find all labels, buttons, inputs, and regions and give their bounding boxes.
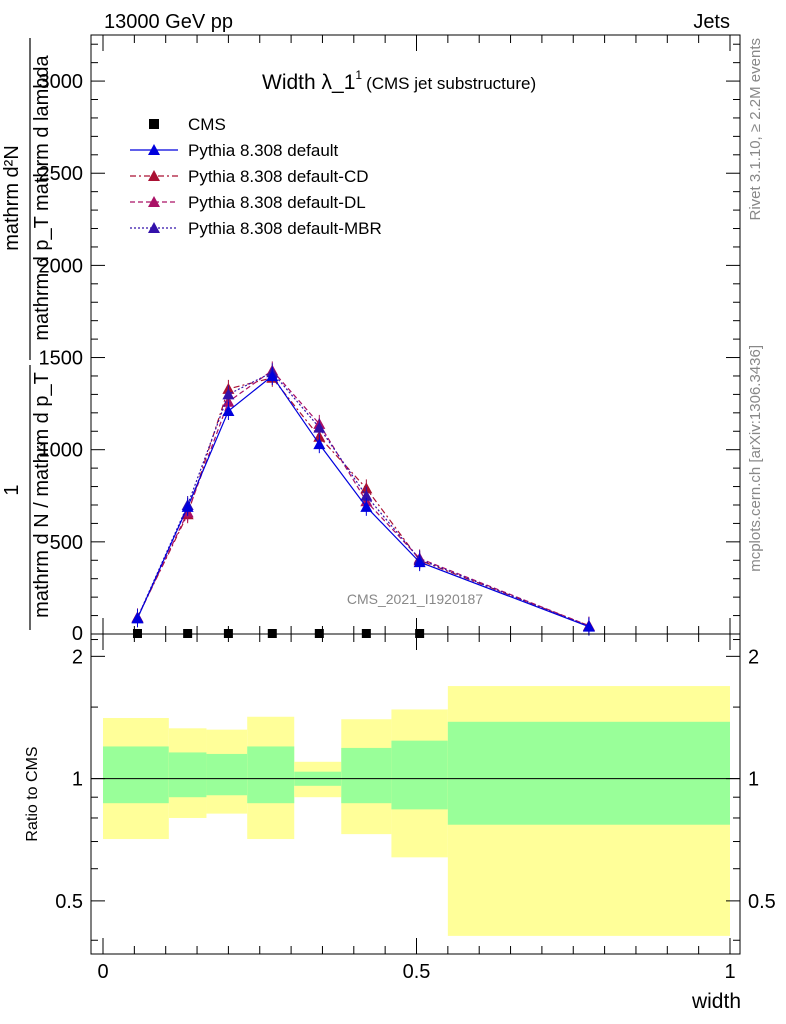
ratio-x-ticks: 0 0.5 1	[97, 634, 736, 983]
ratio-inner-band	[103, 746, 169, 804]
y-tick-label: 1000	[39, 440, 84, 462]
data-point	[222, 404, 235, 416]
main-y-axis-label: 1 mathrm d N / mathrm d p_T mathrm d²N m…	[1, 38, 53, 630]
x-tick-label: 1	[724, 961, 735, 983]
ratio-inner-band	[206, 753, 248, 796]
legend-marker	[148, 196, 160, 207]
legend-label: Pythia 8.308 default-DL	[188, 193, 366, 212]
legend: CMS Pythia 8.308 default Pythia 8.308 defa…	[130, 115, 382, 238]
ratio-y-tick-label: 0.5	[55, 891, 83, 913]
ratio-inner-band	[447, 721, 730, 825]
legend-label: CMS	[188, 115, 226, 134]
series-line	[136, 375, 590, 628]
ratio-inner-band	[168, 752, 207, 798]
data-point	[131, 612, 144, 624]
data-point	[313, 421, 326, 433]
ratio-inner-band	[391, 740, 448, 810]
ratio-y-tick-label-right: 2	[748, 646, 759, 668]
y-tick-label: 2500	[39, 163, 84, 185]
x-tick-label: 0	[97, 961, 108, 983]
header-right-text: Jets	[693, 11, 730, 33]
y-tick-label-zero: 0	[72, 623, 83, 645]
ratio-bands	[103, 686, 730, 936]
main-plot-panel: 500 1000 1500 2000 2500 3000 0 CMS_2021_I19201…	[39, 34, 741, 645]
legend-entry-2: Pythia 8.308 default-CD	[130, 167, 369, 186]
analysis-watermark: CMS_2021_I1920187	[347, 591, 483, 607]
legend-entry-1: Pythia 8.308 default	[130, 141, 339, 160]
x-axis-label: width	[691, 990, 741, 1013]
ratio-inner-band	[247, 746, 295, 804]
legend-entry-4: Pythia 8.308 default-MBR	[130, 219, 382, 238]
y-tick-label: 2000	[39, 255, 84, 277]
y-tick-label: 1500	[39, 348, 84, 370]
data-point	[181, 500, 194, 512]
ratio-y-tick-label: 2	[72, 646, 83, 668]
plot-subtitle: (CMS jet substructure)	[366, 74, 536, 93]
legend-marker	[148, 144, 160, 155]
legend-label: Pythia 8.308 default	[188, 141, 339, 160]
ratio-y-tick-label: 1	[72, 769, 83, 791]
legend-entry-0: CMS	[149, 115, 226, 134]
data-point	[413, 556, 426, 568]
legend-entry-3: Pythia 8.308 default-DL	[130, 193, 366, 212]
data-point	[313, 438, 326, 450]
y-label-denominator: mathrm d p_T mathrm d lambda	[31, 54, 53, 340]
mcplots-label: mcplots.cern.ch [arXiv:1306.3436]	[747, 345, 764, 572]
main-y-ticks: 500 1000 1500 2000 2500 3000 0	[39, 43, 740, 645]
data-point	[360, 500, 373, 512]
legend-label: Pythia 8.308 default-CD	[188, 167, 369, 186]
plot-title: Width λ_11 (CMS jet substructure)	[262, 68, 536, 94]
x-tick-label: 0.5	[403, 961, 431, 983]
ratio-y-tick-label-right: 1	[748, 769, 759, 791]
ratio-plot-frame	[90, 633, 741, 955]
series-1	[131, 366, 595, 636]
ratio-y-ticks: 0.5 0.5 1 1 2 2	[55, 639, 776, 941]
legend-marker	[148, 170, 160, 181]
rivet-label: Rivet 3.1.10, ≥ 2.2M events	[747, 38, 764, 221]
ratio-plot-panel: 0.5 0.51 12 2 0 0.5 1 Ratio to CMS width	[24, 633, 776, 1013]
series-layer	[131, 361, 595, 638]
y-tick-label: 500	[50, 532, 83, 554]
legend-label: Pythia 8.308 default-MBR	[188, 219, 382, 238]
legend-marker	[149, 119, 159, 129]
data-point	[222, 388, 235, 400]
plot-title-superscript: 1	[355, 68, 362, 82]
series-line	[136, 369, 590, 627]
data-point	[582, 620, 595, 632]
plot-title-main: Width λ_1	[262, 71, 355, 94]
y-label-numerator: mathrm d²N	[1, 145, 23, 251]
data-point	[360, 489, 373, 501]
ratio-inner-band	[341, 747, 392, 804]
y-tick-label: 3000	[39, 71, 84, 93]
y-label-prefactor-denominator: mathrm d N / mathrm d p_T	[31, 372, 53, 618]
header-left-text: 13000 GeV pp	[104, 11, 233, 33]
legend-marker	[148, 222, 160, 233]
ratio-y-axis-label: Ratio to CMS	[24, 746, 41, 841]
data-point	[266, 369, 279, 381]
ratio-y-tick-label-right: 0.5	[748, 891, 776, 913]
y-label-prefactor-numerator: 1	[1, 484, 23, 495]
